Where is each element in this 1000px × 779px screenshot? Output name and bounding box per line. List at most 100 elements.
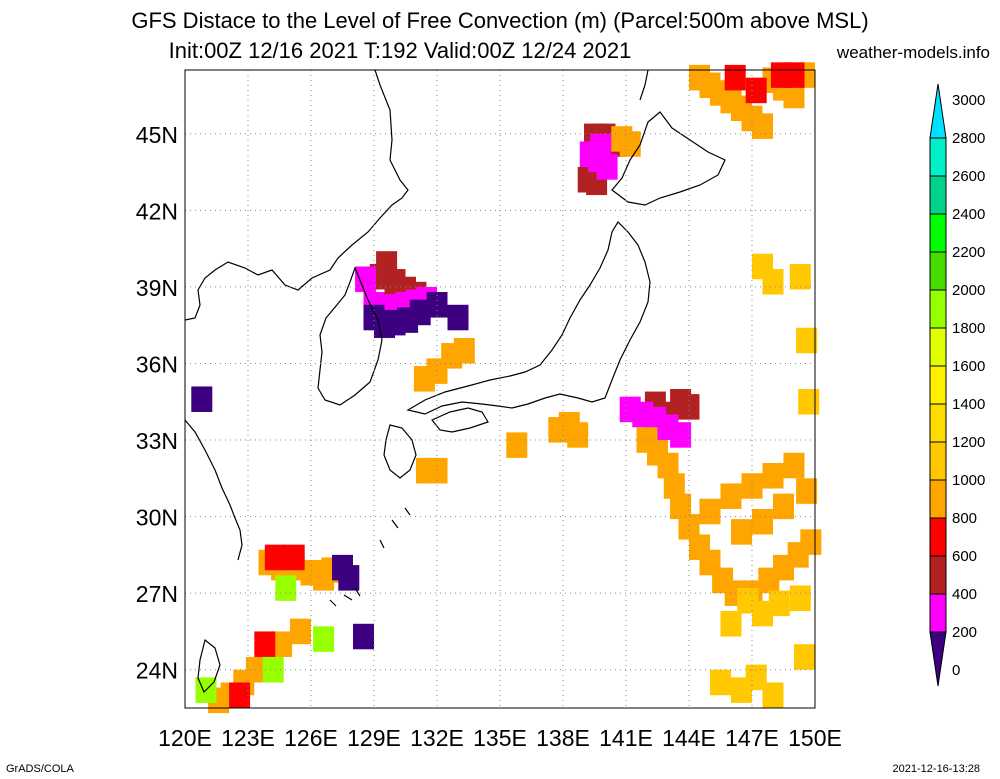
field-cell-east-northeast-red [724, 64, 746, 91]
colorbar-level-label: 1600 [952, 358, 985, 375]
colorbar-level-label: 200 [952, 624, 977, 641]
field-cell-ryukyu-orange [290, 618, 311, 645]
field-cell-ryukyu-red [254, 631, 276, 657]
field-cell-ryukyu-purple [353, 623, 374, 650]
field-cell-hokkaido-orange [619, 131, 641, 157]
coastline-shikoku [431, 407, 489, 433]
longitude-labels: 120E 123E 126E 129E 132E 135E 138E 141E 144E 147E… [158, 725, 842, 751]
colorbar-segment [929, 593, 947, 633]
coastline-korea-peninsula [317, 266, 383, 406]
field-cell-ryukyu-red [283, 544, 305, 571]
field-cell-ryukyu-green [262, 656, 284, 683]
coastline-china [184, 419, 243, 561]
latitude-tick-label: 36N [136, 351, 178, 377]
coastline-honshu [406, 221, 651, 415]
colorbar-level-label: 2400 [952, 206, 985, 223]
latitude-tick-label: 30N [136, 505, 178, 531]
field-cell-pacific-orange [762, 463, 784, 489]
field-cell-kanto-offshore-brown [678, 394, 700, 420]
field-cell-japan-sea-orange [453, 337, 475, 364]
field-cell-pacific-orange [783, 452, 805, 479]
field-cell-ryukyu-purple [191, 386, 213, 412]
longitude-tick-label: 147E [725, 725, 779, 751]
latitude-tick-label: 39N [136, 275, 178, 301]
coastline-sakhalin [639, 69, 649, 101]
field-cell-pacific-orange [699, 498, 721, 525]
field-cell-pacific-yellow [720, 611, 742, 637]
colorbar-level-label: 2000 [952, 282, 985, 299]
field-cell-korea-purple [409, 299, 431, 326]
field-cell-pacific-yellow [796, 327, 818, 354]
longitude-tick-label: 150E [788, 725, 842, 751]
field-cell-east-northeast [752, 113, 773, 139]
map-title: GFS Distace to the Level of Free Convect… [131, 8, 869, 33]
field-cell-pacific-yellow [710, 669, 731, 696]
graticule-layer [184, 70, 816, 708]
field-cell-pacific-orange [800, 529, 822, 555]
timestamp-label: 2021-12-16-13:28 [892, 763, 980, 775]
field-cell-ryukyu-green [313, 626, 335, 652]
colorbar-level-label: 3000 [952, 92, 985, 109]
colorbar-level-label: 0 [952, 662, 960, 679]
field-cell-pacific-yellow [789, 585, 811, 612]
colorbar-segment [929, 83, 947, 139]
field-cell-ryukyu-green [275, 575, 297, 601]
field-cell-pacific-yellow [794, 644, 815, 670]
field-cell-pacific-orange [670, 493, 692, 520]
colorbar-level-label: 2600 [952, 168, 985, 185]
field-cell-pacific-orange [731, 519, 752, 545]
field-cell-east-northeast-red [783, 62, 805, 88]
colorbar-segment [929, 479, 947, 519]
colorbar-segment [929, 441, 947, 481]
field-cell-pacific-orange [773, 493, 794, 520]
grads-credit: GrADS/COLA [6, 763, 74, 775]
field-cell-hokkaido-magenta [590, 133, 612, 160]
coastline-hokkaido [611, 111, 726, 206]
colorbar-level-label: 1200 [952, 434, 985, 451]
colorbar-level-label: 2200 [952, 244, 985, 261]
field-cell-korea-purple [447, 304, 469, 331]
field-cell-pacific-orange [678, 514, 700, 540]
longitude-tick-label: 144E [662, 725, 716, 751]
field-cell-japan-sea-orange [413, 366, 435, 392]
colorbar-segment [929, 403, 947, 443]
map-subtitle: Init:00Z 12/16 2021 T:192 Valid:00Z 12/2… [168, 38, 632, 63]
field-cell-pacific-orange [720, 483, 742, 509]
field-cell-south-honshu-orange [506, 432, 528, 458]
field-cell-ryukyu-purple [338, 565, 360, 591]
field-cell-pacific-yellow [798, 389, 820, 415]
longitude-tick-label: 120E [158, 725, 212, 751]
field-cell-hokkaido-magenta [596, 154, 618, 180]
field-cell-pacific-yellow [752, 600, 773, 627]
colorbar-segment [929, 365, 947, 405]
colorbar-level-label: 1000 [952, 472, 985, 489]
latitude-tick-label: 24N [136, 658, 178, 684]
colorbar-level-label: 800 [952, 510, 977, 527]
field-cell-pacific-yellow [762, 269, 784, 295]
longitude-tick-label: 135E [473, 725, 527, 751]
field-cell-ryukyu-red [264, 544, 286, 571]
field-cell-pacific-orange [657, 452, 679, 479]
colorbar-segment [929, 555, 947, 595]
coastline-ryukyu [329, 507, 411, 607]
latitude-labels: 45N 42N 39N 36N 33N 30N 27N 24N [136, 122, 178, 684]
longitude-tick-label: 126E [284, 725, 338, 751]
latitude-tick-label: 42N [136, 198, 178, 224]
field-cell-korea-magenta [355, 266, 377, 293]
colorbar-segment [929, 251, 947, 291]
longitude-tick-label: 123E [221, 725, 275, 751]
colorbar-segment [929, 175, 947, 215]
coastline-layer [184, 69, 726, 694]
longitude-tick-label: 138E [536, 725, 590, 751]
site-label: weather-models.info [836, 43, 990, 62]
field-cell-pacific-yellow [745, 664, 767, 691]
colorbar-segment [929, 137, 947, 177]
field-cell-pacific-orange [796, 478, 818, 504]
colorbar-segment [929, 517, 947, 557]
colorbar-level-label: 2800 [952, 130, 985, 147]
field-cell-pacific-yellow [789, 263, 811, 290]
colorbar-segment [929, 327, 947, 367]
field-cell-pacific-orange [663, 473, 685, 499]
longitude-tick-label: 132E [410, 725, 464, 751]
